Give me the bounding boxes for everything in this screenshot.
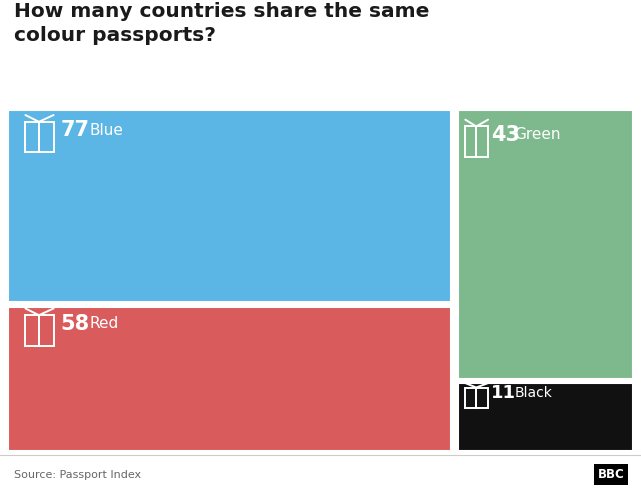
Bar	[26, 315, 39, 346]
Text: How many countries share the same
colour passports?: How many countries share the same colour…	[14, 2, 429, 46]
Bar	[39, 122, 54, 152]
Bar	[465, 126, 476, 157]
Bar	[476, 126, 488, 157]
Text: 43: 43	[491, 125, 520, 145]
Text: BBC: BBC	[597, 468, 624, 481]
Bar	[39, 315, 54, 346]
Text: Black: Black	[515, 386, 553, 400]
Text: 58: 58	[60, 314, 89, 334]
Text: 77: 77	[60, 121, 89, 140]
Text: 11: 11	[491, 384, 516, 402]
Bar	[458, 110, 633, 379]
Text: Red: Red	[90, 316, 119, 331]
Text: Source: Passport Index: Source: Passport Index	[14, 469, 141, 480]
Text: Green: Green	[515, 127, 561, 143]
Text: Blue: Blue	[90, 123, 124, 138]
Bar	[26, 122, 39, 152]
Bar	[465, 388, 476, 408]
Bar	[8, 110, 451, 302]
Bar	[8, 307, 451, 451]
Bar	[476, 388, 488, 408]
Bar	[458, 384, 633, 451]
